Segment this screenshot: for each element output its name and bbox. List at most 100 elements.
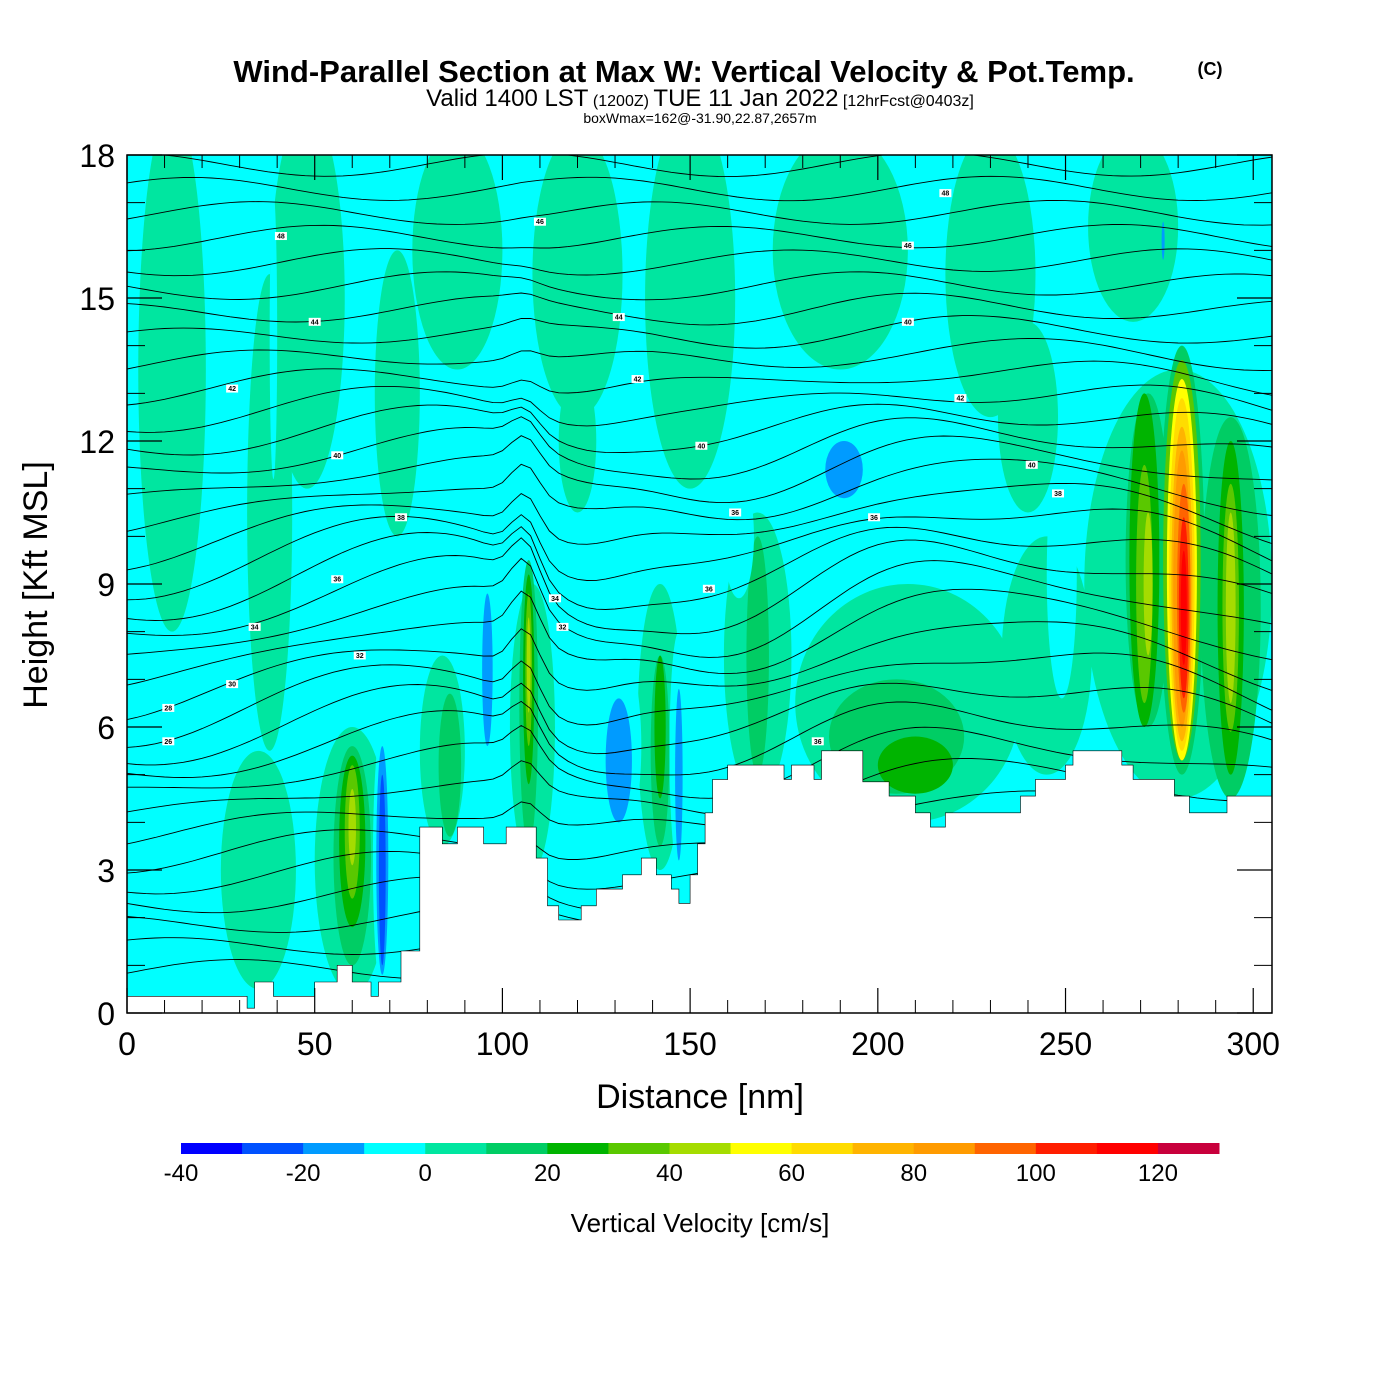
- contour-label-bg-1: [533, 217, 546, 226]
- contour-label-bg-21: [556, 622, 569, 631]
- contour-label-6: 40: [904, 319, 912, 326]
- subtitle-date: TUE 11 Jan 2022: [653, 85, 838, 112]
- w-region-68: [1161, 221, 1165, 260]
- w-region-55: [378, 774, 386, 966]
- theta-contour-26: [127, 315, 1272, 349]
- x-tick-label-200: 200: [851, 1026, 904, 1062]
- contour-label-20: 34: [551, 596, 559, 603]
- y-axis-label: Height [Kft MSL]: [17, 461, 55, 709]
- contour-label-19: 34: [251, 624, 259, 631]
- theta-contour-23: [127, 384, 1272, 433]
- theta-contour-31: [127, 199, 1272, 226]
- w-region-62: [723, 474, 754, 599]
- x-tick-label-100: 100: [476, 1026, 529, 1062]
- x-tick-label-50: 50: [297, 1026, 333, 1062]
- contour-label-7: 42: [228, 386, 236, 393]
- w-region-57: [482, 593, 493, 747]
- theta-contour-28: [127, 271, 1272, 301]
- contour-label-bg-13: [395, 513, 408, 522]
- contour-label-bg-9: [954, 394, 967, 403]
- colorbar-tick-60: 60: [778, 1160, 805, 1187]
- w-region-0: [138, 155, 206, 632]
- contour-label-bg-15: [868, 513, 881, 522]
- contour-label-24: 28: [164, 705, 172, 712]
- contour-label-4: 44: [311, 319, 319, 326]
- colorbar-tick-80: 80: [900, 1160, 927, 1187]
- contour-label-1: 46: [536, 219, 544, 226]
- colorbar-swatch-16: [1157, 1143, 1220, 1154]
- theta-contour-10: [127, 682, 1272, 766]
- colorbar-tick-100: 100: [1016, 1160, 1056, 1187]
- colorbar-swatch-13: [974, 1143, 1037, 1154]
- x-tick-label-0: 0: [118, 1026, 136, 1062]
- theta-contour-33: [159, 155, 1272, 178]
- colorbar: -40 -20 0 20 40 60 80 100 120: [164, 1143, 1220, 1187]
- w-region-22: [438, 693, 462, 837]
- colorbar-swatch-10: [791, 1143, 854, 1154]
- contour-label-2: 48: [941, 191, 949, 198]
- w-region-19: [1001, 536, 1092, 775]
- subtitle-forecast: [12hrFcst@0403z]: [843, 93, 974, 110]
- contour-label-11: 40: [697, 443, 705, 450]
- contour-label-25: 26: [164, 739, 172, 746]
- w-region-8: [1088, 155, 1179, 322]
- w-region-2: [269, 155, 345, 489]
- contour-label-8: 42: [634, 377, 642, 384]
- colorbar-swatch-5: [486, 1143, 548, 1154]
- contour-label-bg-11: [695, 441, 708, 450]
- colorbar-swatch-2: [303, 1143, 365, 1154]
- contour-label-0: 48: [277, 234, 285, 241]
- contour-label-bg-19: [248, 622, 261, 631]
- theta-contour-14: [127, 557, 1272, 658]
- w-region-66: [1046, 450, 1077, 699]
- x-tick-label-250: 250: [1039, 1026, 1092, 1062]
- contour-label-bg-14: [729, 508, 742, 517]
- contour-label-23: 30: [228, 682, 236, 689]
- contour-label-14: 36: [731, 510, 739, 517]
- colorbar-tick--40: -40: [164, 1160, 199, 1187]
- w-region-32: [877, 736, 953, 794]
- contour-label-bg-0: [274, 232, 287, 241]
- contour-label-bg-8: [631, 375, 644, 384]
- contour-label-bg-24: [162, 703, 175, 712]
- contour-label-21: 32: [559, 624, 567, 631]
- w-region-41: [1143, 512, 1153, 656]
- contour-label-bg-3: [901, 241, 914, 250]
- w-region-4: [532, 155, 623, 418]
- y-tick-label-15: 15: [79, 281, 115, 317]
- theta-contour-18: [127, 482, 1272, 571]
- colorbar-tick-120: 120: [1138, 1160, 1178, 1187]
- y-tick-label-0: 0: [97, 996, 115, 1032]
- w-region-6: [772, 155, 908, 370]
- contour-label-18: 36: [705, 586, 713, 593]
- contour-label-bg-20: [548, 594, 561, 603]
- x-tick-label-300: 300: [1227, 1026, 1280, 1062]
- contour-label-12: 40: [1028, 462, 1036, 469]
- theta-contour-9: [127, 700, 1272, 778]
- colorbar-swatch-12: [913, 1143, 976, 1154]
- colorbar-swatch-14: [1035, 1143, 1098, 1154]
- contour-label-bg-10: [331, 451, 344, 460]
- theta-contour-21: [127, 416, 1272, 480]
- w-region-31: [654, 655, 666, 799]
- colorbar-swatch-7: [608, 1143, 670, 1154]
- theta-contour-20: [127, 435, 1272, 504]
- contour-label-bg-16: [1052, 489, 1065, 498]
- w-region-5: [645, 155, 736, 489]
- contour-label-bg-5: [612, 313, 625, 322]
- theta-contour-25: [127, 338, 1272, 371]
- title-mark: (C): [1198, 59, 1223, 79]
- contour-label-bg-22: [353, 651, 366, 660]
- w-region-3: [412, 155, 503, 370]
- contour-label-bg-7: [226, 384, 239, 393]
- vertical-velocity-field: [138, 155, 1272, 994]
- colorbar-swatch-1: [242, 1143, 304, 1154]
- theta-contour-13: [127, 588, 1272, 686]
- w-region-42: [1225, 512, 1236, 704]
- contour-label-17: 36: [333, 577, 341, 584]
- w-region-59: [605, 698, 632, 823]
- w-region-64: [825, 441, 863, 499]
- subtitle-utc: (1200Z): [593, 93, 649, 110]
- contour-label-bg-18: [702, 584, 715, 593]
